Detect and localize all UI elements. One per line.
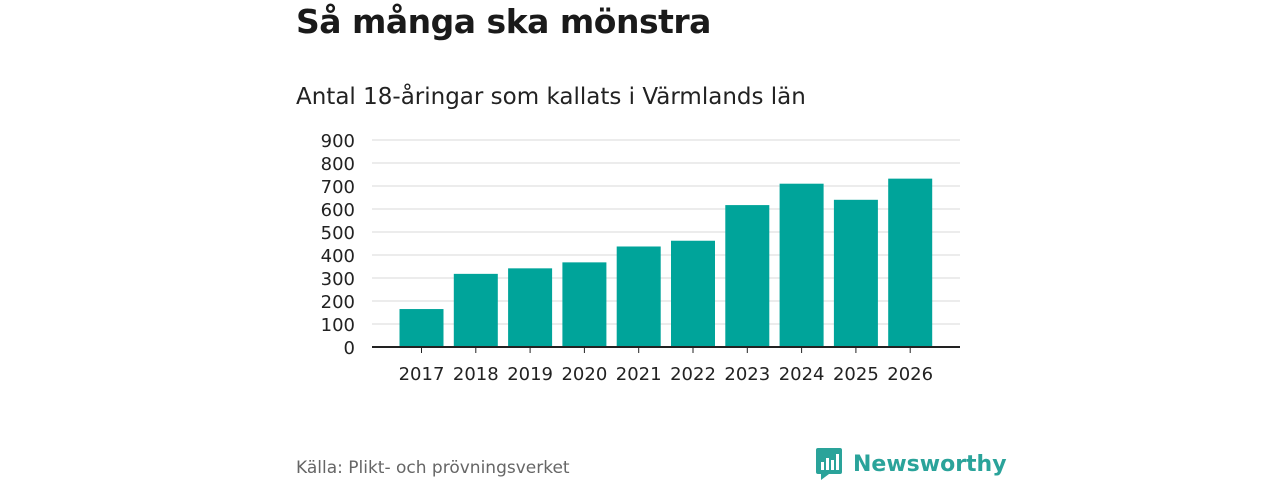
x-tick-label: 2017 bbox=[399, 364, 445, 385]
newsworthy-logo-icon bbox=[816, 448, 842, 480]
bar-2023 bbox=[725, 205, 770, 347]
x-tick-label: 2021 bbox=[616, 364, 662, 385]
bar-2026 bbox=[888, 178, 933, 347]
y-tick-label: 600 bbox=[321, 200, 355, 221]
brand-logo: Newsworthy bbox=[815, 447, 1007, 481]
x-tick-label: 2018 bbox=[453, 364, 499, 385]
chart-title: Så många ska mönstra bbox=[296, 2, 711, 41]
x-tick-label: 2023 bbox=[724, 364, 770, 385]
source-note: Källa: Plikt- och prövningsverket bbox=[296, 458, 570, 478]
x-tick-label: 2025 bbox=[833, 364, 879, 385]
bar-2019 bbox=[508, 268, 553, 347]
x-tick-label: 2019 bbox=[507, 364, 553, 385]
bar-2021 bbox=[616, 246, 661, 347]
bar-2025 bbox=[833, 199, 878, 347]
x-tick-label: 2022 bbox=[670, 364, 716, 385]
bar-2022 bbox=[671, 240, 715, 347]
y-tick-label: 500 bbox=[321, 223, 355, 244]
bar-2018 bbox=[453, 273, 498, 347]
y-tick-label: 0 bbox=[344, 338, 355, 359]
y-tick-label: 700 bbox=[321, 177, 355, 198]
y-tick-label: 100 bbox=[321, 315, 355, 336]
x-tick-label: 2024 bbox=[779, 364, 825, 385]
bar-2020 bbox=[562, 262, 607, 347]
bar-2017 bbox=[399, 309, 444, 347]
brand-name: Newsworthy bbox=[853, 451, 1007, 477]
chart-subtitle: Antal 18-åringar som kallats i Värmlands… bbox=[296, 84, 806, 110]
y-tick-label: 800 bbox=[321, 154, 355, 175]
bar-2024 bbox=[779, 183, 824, 347]
y-tick-label: 300 bbox=[321, 269, 355, 290]
x-tick-label: 2026 bbox=[887, 364, 933, 385]
x-tick-label: 2020 bbox=[561, 364, 607, 385]
y-tick-label: 400 bbox=[321, 246, 355, 267]
y-tick-label: 200 bbox=[321, 292, 355, 313]
y-tick-label: 900 bbox=[321, 131, 355, 152]
